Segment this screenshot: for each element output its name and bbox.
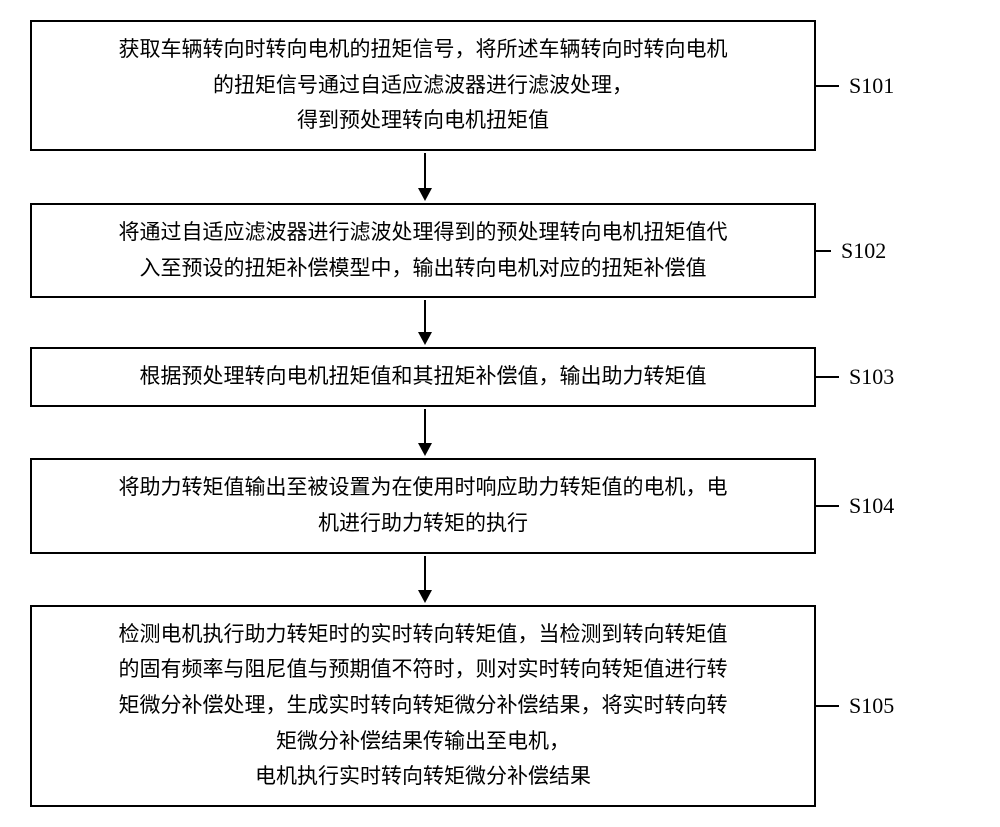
step-box-s105: 检测电机执行助力转矩时的实时转向转矩值，当检测到转向转矩值 的固有频率与阻尼值与…	[30, 605, 816, 807]
step-row-s102: 将通过自适应滤波器进行滤波处理得到的预处理转向电机扭矩值代 入至预设的扭矩补偿模…	[0, 203, 1000, 298]
step-text-s103: 根据预处理转向电机扭矩值和其扭矩补偿值，输出助力转矩值	[140, 359, 707, 395]
arrow-s104-s105	[418, 556, 432, 603]
step-label-s104: S104	[849, 493, 894, 519]
connector-s103	[815, 376, 839, 378]
step-row-s103: 根据预处理转向电机扭矩值和其扭矩补偿值，输出助力转矩值 S103	[0, 347, 1000, 407]
connector-s101	[815, 85, 839, 87]
connector-s105	[815, 705, 839, 707]
flowchart-container: 获取车辆转向时转向电机的扭矩信号，将所述车辆转向时转向电机 的扭矩信号通过自适应…	[0, 20, 1000, 807]
arrow-s101-s102	[418, 153, 432, 201]
connector-s102	[815, 250, 831, 252]
connector-s104	[815, 505, 839, 507]
step-text-s105: 检测电机执行助力转矩时的实时转向转矩值，当检测到转向转矩值 的固有频率与阻尼值与…	[119, 617, 728, 795]
step-box-s104: 将助力转矩值输出至被设置为在使用时响应助力转矩值的电机，电 机进行助力转矩的执行	[30, 458, 816, 553]
step-label-s102: S102	[841, 238, 886, 264]
step-row-s101: 获取车辆转向时转向电机的扭矩信号，将所述车辆转向时转向电机 的扭矩信号通过自适应…	[0, 20, 1000, 151]
step-label-s105: S105	[849, 693, 894, 719]
step-box-s102: 将通过自适应滤波器进行滤波处理得到的预处理转向电机扭矩值代 入至预设的扭矩补偿模…	[30, 203, 816, 298]
step-row-s104: 将助力转矩值输出至被设置为在使用时响应助力转矩值的电机，电 机进行助力转矩的执行…	[0, 458, 1000, 553]
step-text-s102: 将通过自适应滤波器进行滤波处理得到的预处理转向电机扭矩值代 入至预设的扭矩补偿模…	[119, 215, 728, 286]
step-text-s104: 将助力转矩值输出至被设置为在使用时响应助力转矩值的电机，电 机进行助力转矩的执行	[119, 470, 728, 541]
arrow-s103-s104	[418, 409, 432, 456]
step-label-s101: S101	[849, 73, 894, 99]
arrow-s102-s103	[418, 300, 432, 345]
step-row-s105: 检测电机执行助力转矩时的实时转向转矩值，当检测到转向转矩值 的固有频率与阻尼值与…	[0, 605, 1000, 807]
step-label-s103: S103	[849, 364, 894, 390]
step-box-s101: 获取车辆转向时转向电机的扭矩信号，将所述车辆转向时转向电机 的扭矩信号通过自适应…	[30, 20, 816, 151]
step-text-s101: 获取车辆转向时转向电机的扭矩信号，将所述车辆转向时转向电机 的扭矩信号通过自适应…	[119, 32, 728, 139]
step-box-s103: 根据预处理转向电机扭矩值和其扭矩补偿值，输出助力转矩值	[30, 347, 816, 407]
